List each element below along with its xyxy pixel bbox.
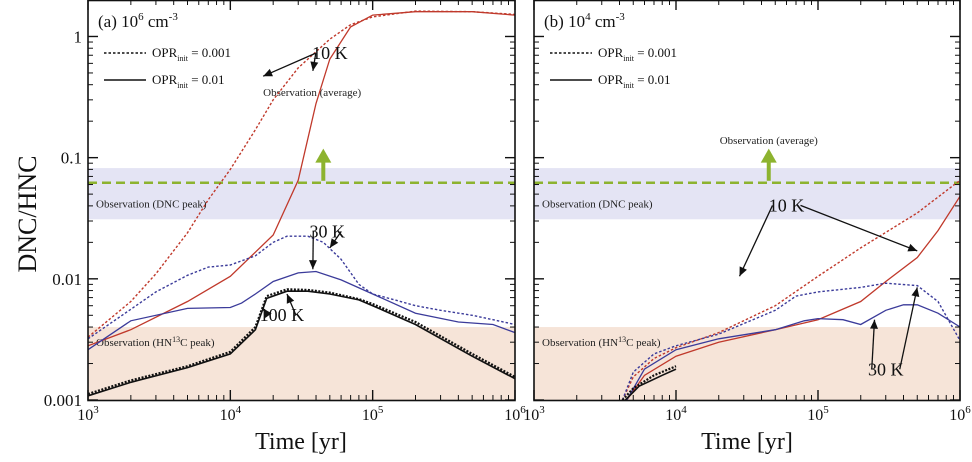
annotation-arrowhead-1-0 bbox=[329, 238, 339, 248]
y-tick-label: 1 bbox=[74, 27, 83, 46]
annotation-label-0: 10 K bbox=[769, 195, 805, 215]
band-label-hn13c: Observation (HN13C peak) bbox=[96, 335, 215, 349]
obs-arrow-head bbox=[315, 148, 332, 163]
annotation-arrow-0-0 bbox=[738, 205, 774, 277]
x-tick-label: 104 bbox=[220, 404, 242, 424]
legend-label-1: OPRinit = 0.01 bbox=[152, 72, 225, 90]
band-label-dnc: Observation (DNC peak) bbox=[542, 198, 653, 210]
x-tick-label: 106 bbox=[949, 404, 971, 424]
annotation-arrowhead-2-0 bbox=[263, 308, 272, 319]
series-group bbox=[621, 179, 960, 400]
x-axis-label-a: Time [yr] bbox=[255, 429, 347, 455]
legend-label-1: OPRinit = 0.01 bbox=[598, 72, 671, 90]
series-group bbox=[88, 10, 515, 397]
obs-band-1 bbox=[88, 327, 515, 400]
obs-average-label: Observation (average) bbox=[720, 135, 818, 147]
x-tick-label: 104 bbox=[665, 404, 687, 424]
annotation-arrow-0-1 bbox=[800, 204, 918, 252]
x-tick-label: 103 bbox=[77, 404, 99, 424]
annotation-arrowhead-2-1 bbox=[286, 293, 295, 304]
annotation-label-1: 30 K bbox=[310, 221, 346, 241]
annotation-arrowhead-0-0 bbox=[739, 266, 747, 277]
annotation-arrowhead-0-1 bbox=[907, 243, 918, 252]
annotation-arrowhead-0-0 bbox=[263, 68, 273, 77]
panel-b: Observation (DNC peak) Observation (HN13C… bbox=[523, 0, 971, 424]
annotation-arrow-1-1 bbox=[899, 287, 918, 370]
obs-band-0 bbox=[88, 168, 515, 220]
x-tick-label: 103 bbox=[523, 404, 545, 424]
x-tick-label: 105 bbox=[362, 404, 384, 424]
series-line-100k-opr-0-001 bbox=[621, 365, 677, 400]
series-line-10k-opr-0-01 bbox=[626, 195, 960, 400]
series-line-30k-opr-0-001 bbox=[88, 235, 515, 340]
series-line-100k-opr-0-01 bbox=[624, 368, 677, 400]
legend-label-0: OPRinit = 0.001 bbox=[152, 45, 231, 63]
series-line-30k-opr-0-001 bbox=[621, 282, 960, 400]
series-line-10k-opr-0-001 bbox=[621, 179, 960, 400]
x-axis-label-b: Time [yr] bbox=[701, 429, 793, 455]
annotation-arrow-0-0 bbox=[262, 52, 317, 77]
y-tick-label: 0.1 bbox=[61, 149, 82, 168]
legend-label-0: OPRinit = 0.001 bbox=[598, 45, 677, 63]
obs-arrow-head bbox=[760, 148, 777, 163]
plot-frame bbox=[87, 0, 516, 402]
series-line-30k-opr-0-01 bbox=[626, 304, 960, 400]
annotation-arrowhead-1-0 bbox=[870, 319, 879, 329]
x-tick-label: 106 bbox=[504, 404, 526, 424]
y-tick-label: 0.01 bbox=[52, 270, 82, 289]
annotation-label-1: 30 K bbox=[868, 359, 904, 379]
series-line-30k-opr-0-01 bbox=[88, 270, 515, 351]
annotation-arrowhead-1-1 bbox=[308, 260, 317, 270]
y-axis-label: DNC/HNC bbox=[13, 155, 42, 272]
panel-title: (a) 106 cm-3 bbox=[98, 11, 178, 31]
panel-a: Observation (DNC peak) Observation (HN13C… bbox=[44, 0, 526, 424]
band-label-dnc: Observation (DNC peak) bbox=[96, 198, 207, 210]
obs-average-label: Observation (average) bbox=[263, 87, 361, 99]
x-tick-label: 105 bbox=[807, 404, 829, 424]
series-line-10k-opr-0-01 bbox=[88, 11, 515, 347]
annotation-arrowhead-0-1 bbox=[310, 61, 319, 71]
series-line-100k-opr-0-001 bbox=[88, 288, 515, 396]
annotation-label-2: 100 K bbox=[260, 305, 305, 325]
panel-title: (b) 104 cm-3 bbox=[544, 11, 625, 31]
annotation-label-0: 10 K bbox=[312, 43, 348, 63]
obs-band-0 bbox=[534, 168, 960, 220]
series-line-100k-opr-0-01 bbox=[88, 290, 515, 397]
band-label-hn13c: Observation (HN13C peak) bbox=[542, 335, 661, 349]
y-tick-label: 0.001 bbox=[44, 391, 82, 410]
plot-frame bbox=[533, 0, 961, 402]
annotation-arrowhead-1-1 bbox=[911, 287, 920, 298]
obs-band-1 bbox=[534, 327, 960, 400]
